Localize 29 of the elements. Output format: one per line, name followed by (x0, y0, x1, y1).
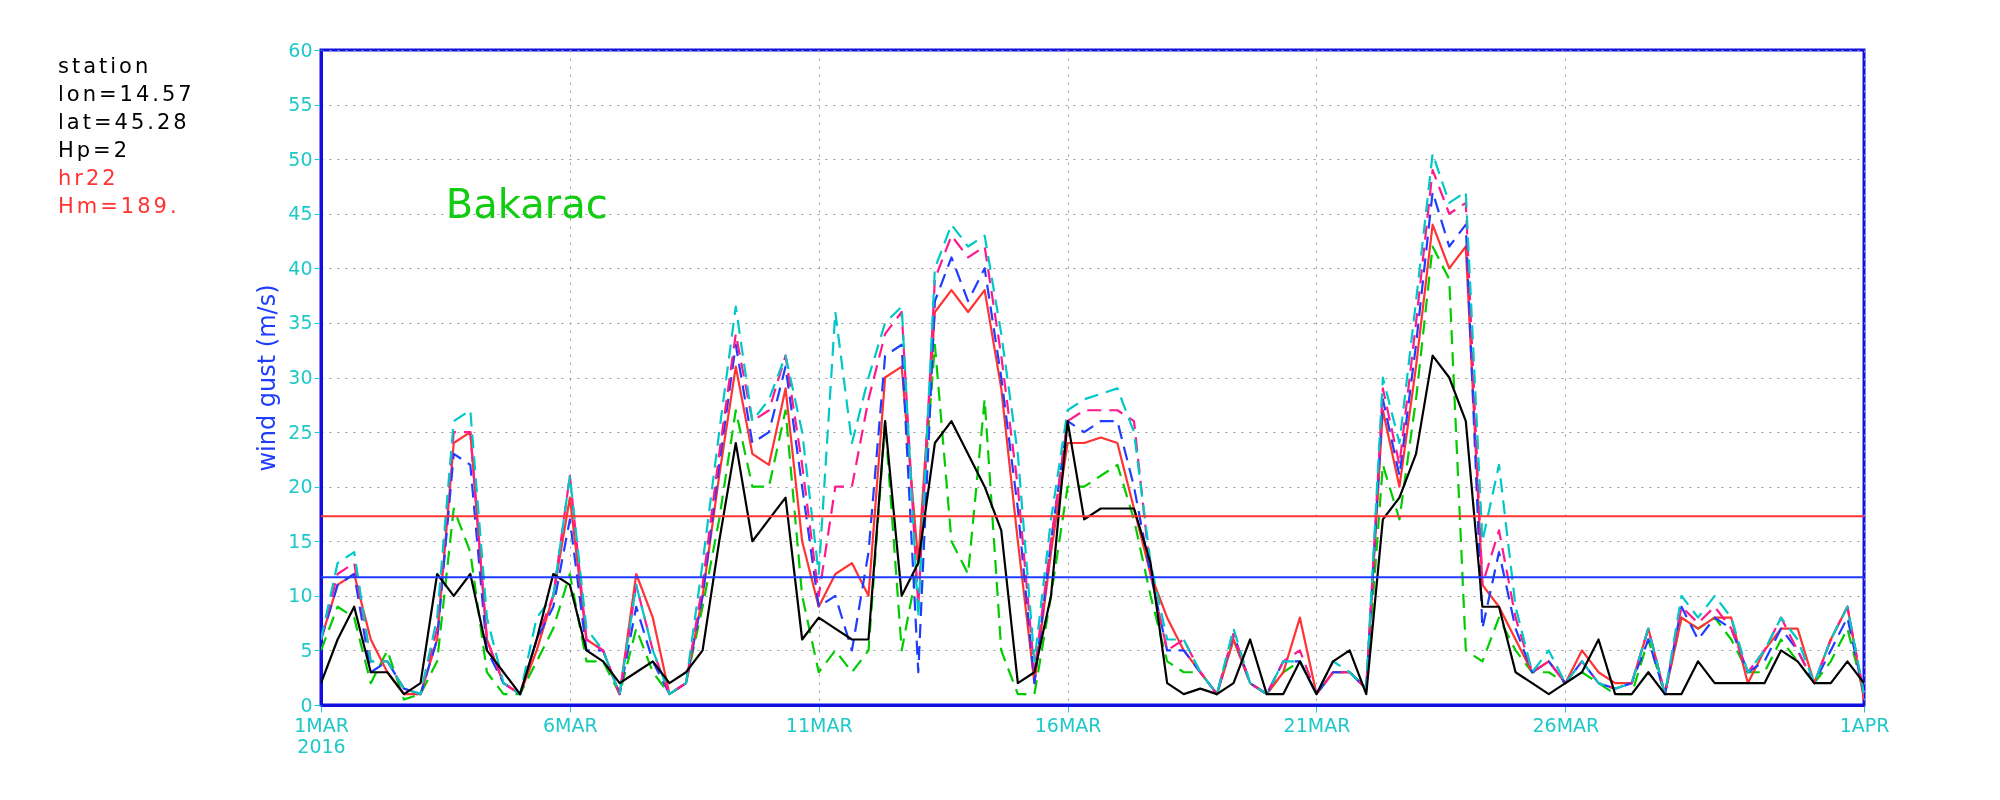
y-tick-label: 35 (288, 311, 313, 334)
text: Hm=189. (58, 193, 181, 220)
y-tick-label: 40 (288, 256, 313, 279)
x-tick-label: 16MAR (1034, 713, 1102, 736)
x-tick-label: 1APR (1839, 713, 1890, 736)
y-tick-label: 30 (288, 366, 313, 388)
x-tick-label: 1MAR 2016 (294, 713, 349, 757)
x-tick-label: 26MAR (1532, 713, 1600, 736)
y-tick-label: 45 (288, 202, 313, 225)
y-tick-label: 10 (288, 584, 313, 607)
y-tick-label: 50 (288, 147, 313, 170)
text: lat=45.28 (58, 109, 191, 136)
text: lon=14.57 (58, 81, 195, 108)
line-series (321, 354, 1864, 696)
y-tick-label: 0 (300, 693, 313, 716)
text: station (58, 53, 153, 80)
y-tick-label: 15 (288, 529, 313, 552)
y-tick-label: 5 (300, 638, 313, 661)
y-tick-label: 60 (288, 38, 313, 61)
text: Bakarac (445, 181, 608, 227)
text: hr22 (58, 165, 120, 192)
x-tick-label: 6MAR (543, 713, 598, 736)
x-tick-label: 21MAR (1283, 713, 1351, 736)
y-tick-label: 55 (288, 93, 313, 116)
y-tick-label: 25 (288, 420, 313, 443)
y-axis-title: wind gust (m/s) (253, 284, 282, 472)
x-tick-label: 11MAR (785, 713, 853, 736)
y-tick-label: 20 (288, 475, 313, 498)
text: Hp=2 (58, 137, 132, 164)
